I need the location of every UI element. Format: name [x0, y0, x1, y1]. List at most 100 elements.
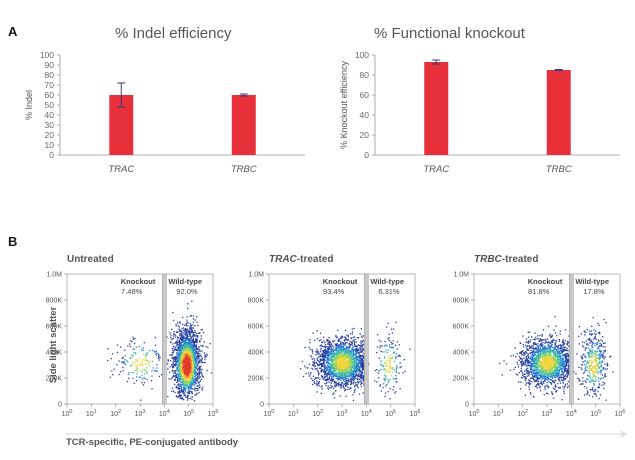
event-dot [317, 360, 320, 362]
event-dot [539, 334, 541, 337]
event-dot [325, 357, 327, 359]
event-dot [328, 359, 330, 362]
event-dot [182, 327, 184, 329]
event-dot [330, 365, 332, 367]
event-dot [362, 392, 364, 394]
event-dot [178, 395, 180, 397]
event-dot [132, 336, 134, 339]
event-dot [186, 357, 188, 360]
event-dot [312, 365, 315, 367]
event-dot [187, 346, 190, 348]
event-dot [196, 340, 198, 342]
event-dot [196, 365, 198, 367]
event-dot [564, 362, 566, 364]
event-dot [177, 366, 179, 368]
event-dot [192, 318, 195, 320]
event-dot [185, 355, 187, 357]
wildtype-gate-label: Wild-type [370, 277, 404, 286]
event-dot [341, 366, 343, 368]
event-dot [339, 368, 341, 371]
event-dot [351, 366, 353, 369]
event-dot [318, 340, 321, 342]
event-dot [325, 382, 328, 384]
event-dot [339, 357, 341, 359]
event-dot [181, 390, 183, 392]
event-dot [355, 367, 357, 370]
event-dot [339, 371, 341, 373]
event-dot [552, 361, 554, 364]
event-dot [326, 374, 328, 377]
event-dot [187, 303, 189, 305]
event-dot [175, 357, 177, 359]
event-dot [178, 391, 181, 393]
event-dot [347, 366, 349, 369]
event-dot [340, 368, 342, 371]
event-dot [359, 347, 361, 349]
event-dot [590, 334, 593, 336]
event-dot [194, 349, 196, 351]
event-dot [385, 378, 387, 380]
event-dot [182, 384, 185, 387]
event-dot [185, 382, 187, 385]
event-dot [189, 350, 191, 353]
event-dot [201, 375, 204, 378]
event-dot [142, 349, 145, 351]
event-dot [347, 351, 349, 354]
event-dot [327, 373, 329, 376]
event-dot [541, 383, 544, 386]
event-dot [331, 378, 333, 380]
event-dot [338, 364, 340, 366]
event-dot [362, 363, 364, 365]
event-dot [330, 350, 332, 352]
event-dot [172, 337, 175, 339]
event-dot [602, 377, 605, 379]
event-dot [323, 370, 325, 372]
event-dot [389, 361, 391, 364]
event-dot [182, 378, 184, 381]
event-dot [199, 355, 201, 357]
event-dot [173, 330, 175, 333]
event-dot [353, 358, 355, 360]
event-dot [323, 360, 325, 363]
event-dot [195, 372, 198, 374]
event-dot [311, 364, 314, 366]
event-dot [350, 352, 352, 354]
event-dot [136, 373, 138, 375]
panel-label-b: B [8, 234, 17, 249]
event-dot [330, 348, 332, 351]
event-dot [340, 355, 342, 357]
event-dot [363, 348, 365, 350]
event-dot [169, 354, 171, 356]
gate-divider [162, 273, 167, 405]
event-dot [346, 356, 349, 358]
event-dot [534, 343, 536, 346]
event-dot [347, 375, 349, 377]
event-dot [190, 328, 193, 331]
event-dot [190, 356, 193, 358]
event-dot [343, 353, 345, 356]
event-dot [391, 332, 394, 334]
event-dot [181, 356, 183, 358]
event-dot [347, 336, 350, 338]
event-dot [354, 356, 357, 358]
event-dot [178, 360, 180, 363]
event-dot [343, 352, 345, 355]
event-dot [355, 350, 357, 352]
event-dot [340, 356, 342, 358]
event-dot [545, 350, 547, 352]
event-dot [195, 362, 197, 364]
event-dot [113, 368, 115, 370]
event-dot [355, 352, 357, 355]
event-dot [157, 357, 160, 359]
event-dot [187, 388, 189, 391]
event-dot [177, 355, 179, 357]
event-dot [171, 352, 173, 354]
event-dot [194, 341, 196, 344]
event-dot [192, 372, 194, 375]
event-dot [197, 368, 199, 370]
event-dot [180, 395, 182, 397]
event-dot [331, 349, 333, 351]
event-dot [143, 353, 145, 355]
event-dot [349, 366, 351, 369]
event-dot [538, 344, 540, 347]
